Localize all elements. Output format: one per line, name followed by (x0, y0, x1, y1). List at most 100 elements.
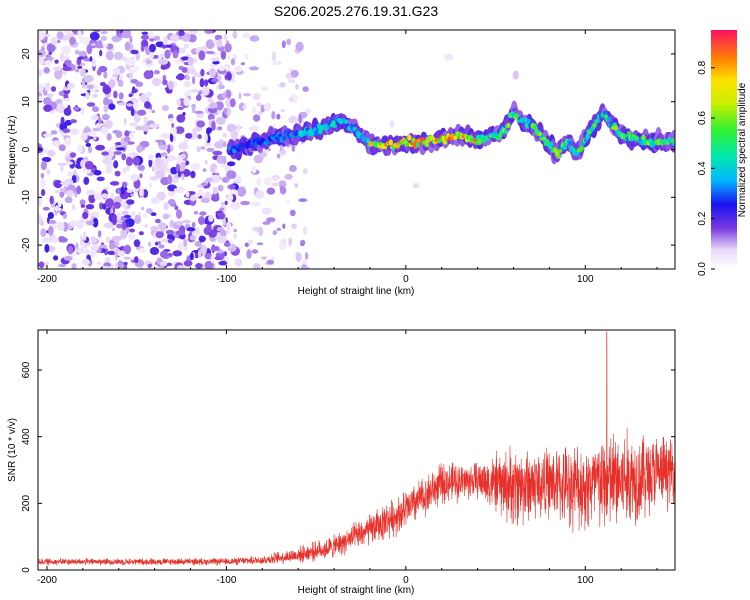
spectrogram-noise-blob (222, 132, 228, 138)
spectrogram-noise-blob (231, 71, 236, 80)
spectrogram-noise-blob (69, 36, 76, 45)
spectrogram-noise-blob (212, 60, 220, 65)
spectrogram-noise-blob (122, 30, 131, 39)
spectrogram-noise-blob (194, 252, 199, 259)
spectrogram-noise-blob (96, 69, 102, 76)
spectrogram-noise-blob (214, 101, 224, 111)
spectrogram-noise-blob (107, 250, 116, 255)
spectrogram-noise-blob (189, 30, 198, 35)
spectrogram-noise-blob (38, 197, 43, 207)
spectrogram-noise-blob (174, 205, 179, 211)
spectrogram-noise-blob (57, 200, 62, 208)
spectrogram-noise-blob (143, 116, 148, 124)
spectrogram-noise-blob (96, 176, 105, 182)
spectrogram-noise-blob (183, 43, 189, 49)
spectrogram-noise-blob (207, 97, 214, 104)
spectrogram-noise-blob (88, 146, 92, 154)
spectrogram-noise-blob (44, 60, 53, 66)
spectrogram-ridge-core (579, 145, 584, 152)
spectrogram-noise-blob (238, 246, 243, 250)
spectrogram-noise-blob (63, 255, 73, 261)
spectrogram-noise-blob (174, 59, 182, 65)
spectrogram-noise-blob (51, 237, 59, 243)
spectrogram-noise-blob (64, 180, 69, 188)
spectrogram-noise-blob (164, 168, 171, 173)
spectrogram-noise-blob (282, 223, 286, 229)
spectrogram-noise-blob (50, 86, 57, 92)
spectrogram-noise-blob (215, 85, 220, 90)
spectrogram-noise-blob (279, 82, 286, 88)
spectrogram-noise-blob (199, 211, 207, 216)
spectrogram-noise-blob (111, 235, 122, 242)
spectrogram-noise-blob (175, 186, 185, 194)
spectrogram-noise-blob (187, 56, 194, 66)
spectrogram-noise-blob (69, 220, 78, 227)
spectrogram-noise-blob (89, 31, 100, 41)
spectrogram-noise-blob (302, 226, 308, 235)
spectrogram-noise-blob (62, 128, 71, 133)
spectrogram-noise-blob (199, 78, 205, 88)
spectrogram-noise-blob (178, 47, 186, 54)
spectrogram-noise-blob (191, 134, 198, 139)
spectrogram-noise-blob (218, 260, 228, 266)
snr-panel: -200 -100 0 100 0 200 400 600 Height of straigh… (7, 329, 676, 596)
spectrogram-noise-blob (38, 68, 43, 77)
spectrogram-xtick-label: -200 (37, 274, 57, 285)
spectrogram-noise-blob (170, 125, 177, 136)
spectrogram-noise-blob (44, 243, 50, 253)
spectrogram-ridge-core (506, 122, 511, 128)
spectrogram-noise-blob (162, 213, 170, 220)
spectrogram-noise-blob (389, 119, 395, 128)
spectrogram-noise-blob (144, 101, 151, 109)
spectrogram-ytick-label: 20 (21, 48, 32, 60)
spectrogram-noise-blob (80, 68, 86, 77)
spectrogram-noise-blob (172, 250, 183, 257)
spectrogram-noise-blob (142, 213, 148, 217)
spectrogram-noise-blob (181, 56, 190, 61)
spectrogram-noise-blob (230, 129, 239, 140)
spectrogram-noise-blob (66, 161, 74, 165)
spectrogram-noise-blob (43, 133, 53, 138)
spectrogram-noise-blob (202, 86, 210, 96)
spectrogram-noise-blob (167, 189, 176, 197)
spectrogram-noise-blob (114, 266, 119, 269)
spectrogram-noise-blob (176, 114, 186, 123)
spectrogram-noise-blob (139, 188, 144, 196)
spectrogram-ridge-core (453, 135, 458, 140)
spectrogram-noise-blob (135, 81, 144, 87)
spectrogram-noise-blob (102, 157, 112, 165)
spectrogram-noise-blob (54, 207, 62, 211)
spectrogram-noise-blob (172, 50, 179, 59)
spectrogram-noise-blob (198, 235, 206, 243)
spectrogram-noise-blob (46, 93, 54, 98)
spectrogram-noise-blob (111, 227, 116, 232)
spectrogram-noise-blob (103, 262, 112, 267)
spectrogram-noise-blob (160, 250, 169, 259)
spectrogram-noise-blob (161, 105, 170, 111)
spectrogram-noise-blob (175, 74, 185, 80)
spectrogram-noise-blob (46, 43, 56, 53)
spectrogram-noise-blob (150, 226, 159, 231)
spectrogram-ridge-core (477, 138, 482, 146)
spectrogram-noise-blob (286, 38, 292, 46)
snr-xlabel: Height of straight line (km) (298, 585, 415, 596)
spectrogram-noise-blob (90, 236, 97, 244)
spectrogram-noise-blob (118, 92, 124, 100)
snr-ytick-label: 0 (21, 567, 32, 573)
spectrogram-noise-blob (162, 79, 168, 86)
spectrogram-ytick-label: 10 (21, 96, 32, 108)
spectrogram-ridge-core (282, 135, 287, 141)
spectrogram-noise-blob (109, 181, 120, 186)
spectrogram-noise-blob (271, 182, 280, 187)
spectrogram-noise-blob (111, 35, 122, 43)
spectrogram-noise-blob (129, 70, 134, 81)
spectrogram-noise-blob (125, 165, 130, 172)
spectrogram-noise-blob (149, 247, 160, 255)
spectrogram-noise-blob (50, 130, 58, 135)
spectrogram-noise-blob (80, 204, 86, 208)
spectrogram-noise-blob (101, 193, 109, 199)
spectrogram-noise-blob (150, 212, 157, 217)
spectrogram-noise-blob (177, 106, 184, 110)
spectrogram-ridge-core (606, 116, 612, 122)
spectrogram-noise-blob (148, 109, 152, 114)
